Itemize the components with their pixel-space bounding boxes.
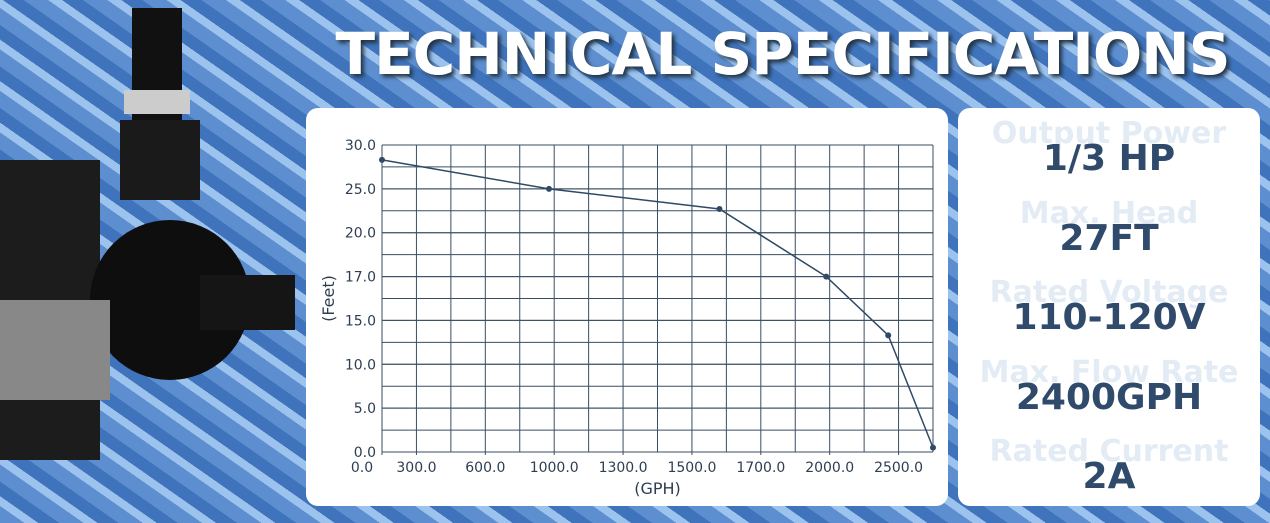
chart: 0.0 5.0 10.0 15.0 17.0 20.0 25.0 30.0 0.0 300.0 60… (306, 108, 948, 506)
spec-item: Max. Head 27FT (958, 188, 1260, 268)
title: TECHNICAL SPECIFICATIONS (335, 20, 1231, 88)
x-tick-label: 1500.0 (667, 460, 716, 476)
x-tick-label: 1300.0 (599, 460, 648, 476)
spec-value: 2A (1082, 456, 1136, 498)
specs-panel: Output Power 1/3 HP Max. Head 27FT Rated Vol… (958, 108, 1260, 506)
x-tick-label: 2500.0 (874, 460, 923, 476)
spec-label: Rated Current (989, 434, 1229, 470)
y-tick-label: 10.0 (345, 357, 376, 373)
x-tick-label: 600.0 (465, 460, 505, 476)
spec-label: Output Power (991, 116, 1227, 151)
spec-label: Max. Head (1019, 195, 1199, 231)
spec-label: Max. Flow Rate (979, 354, 1239, 390)
y-tick-label: 25.0 (345, 182, 376, 198)
x-tick-label: 1700.0 (736, 460, 785, 476)
spec-value: 27FT (1059, 217, 1159, 259)
x-tick-label: 2000.0 (805, 460, 854, 476)
y-tick-label: 15.0 (345, 313, 376, 329)
data-point (716, 206, 723, 213)
data-point (930, 444, 936, 451)
y-tick-label: 17.0 (345, 270, 376, 286)
data-point (379, 156, 385, 163)
data-point (546, 185, 553, 192)
y-tick-label: 0.0 (354, 445, 376, 461)
y-axis-label: (Feet) (319, 275, 338, 322)
x-tick-label: 300.0 (396, 460, 436, 476)
spec-item: Max. Flow Rate 2400GPH (958, 347, 1260, 427)
spec-value: 1/3 HP (1042, 138, 1176, 179)
spec-item: Rated Voltage 110-120V (958, 267, 1260, 347)
data-point (823, 273, 830, 280)
y-tick-label: 5.0 (354, 401, 376, 417)
spec-label: Rated Voltage (989, 275, 1229, 311)
data-point (885, 332, 892, 339)
spec-item: Output Power 1/3 HP (958, 108, 1260, 188)
x-axis-label: (GPH) (634, 479, 681, 498)
data-line (381, 159, 934, 448)
x-tick-label: 1000.0 (530, 460, 579, 476)
y-tick-label: 20.0 (345, 226, 376, 242)
y-tick-label: 30.0 (345, 138, 376, 154)
spec-value: 110-120V (1012, 297, 1206, 339)
x-tick-label: 0.0 (351, 460, 373, 476)
pump-image (0, 8, 295, 460)
spec-item: Rated Current 2A (958, 426, 1260, 506)
spec-value: 2400GPH (1015, 376, 1203, 418)
